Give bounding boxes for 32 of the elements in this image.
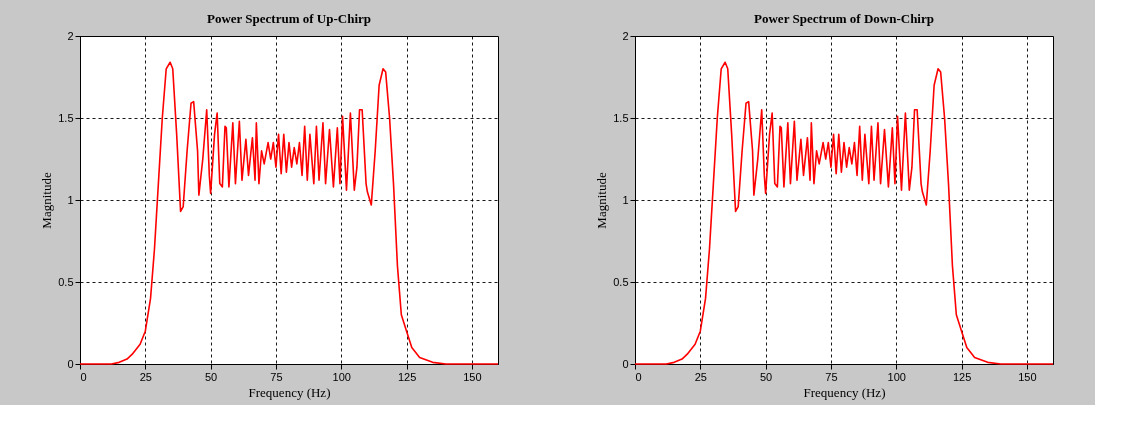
chart-title: Power Spectrum of Down-Chirp — [754, 11, 934, 26]
line-series — [634, 61, 1054, 365]
y-tick-label: 0 — [67, 357, 74, 370]
x-axis-title: Frequency (Hz) — [803, 384, 886, 400]
y-tick-label: 0.5 — [613, 275, 629, 288]
y-tick-label: 0.5 — [58, 275, 74, 288]
x-tick-label: 75 — [825, 370, 838, 383]
y-tick-label: 2 — [67, 29, 74, 42]
x-tick-label: 75 — [270, 370, 283, 383]
y-tick-label: 1.5 — [58, 111, 74, 124]
y-tick-label: 1 — [622, 193, 629, 206]
chart-title: Power Spectrum of Up-Chirp — [206, 11, 372, 26]
x-tick-label: 50 — [760, 370, 773, 383]
x-tick-label: 125 — [397, 370, 417, 383]
x-tick-label: 100 — [332, 370, 351, 383]
x-tick-label: 150 — [463, 370, 482, 383]
x-tick-label: 25 — [694, 370, 707, 383]
y-axis-title: Magnitude — [39, 172, 55, 229]
x-axis-title: Frequency (Hz) — [248, 384, 331, 400]
x-tick-label: 0 — [635, 370, 642, 383]
x-tick-label: 125 — [952, 370, 972, 383]
x-tick-label: 100 — [887, 370, 906, 383]
y-tick-label: 2 — [622, 29, 629, 42]
x-tick-label: 150 — [1018, 370, 1037, 383]
y-tick-label: 0 — [622, 357, 629, 370]
y-tick-label: 1 — [67, 193, 74, 206]
line-series — [79, 61, 499, 365]
y-tick-label: 1.5 — [613, 111, 629, 124]
x-tick-label: 50 — [205, 370, 218, 383]
x-tick-label: 0 — [80, 370, 87, 383]
x-tick-label: 25 — [139, 370, 152, 383]
y-axis-title: Magnitude — [594, 172, 610, 229]
